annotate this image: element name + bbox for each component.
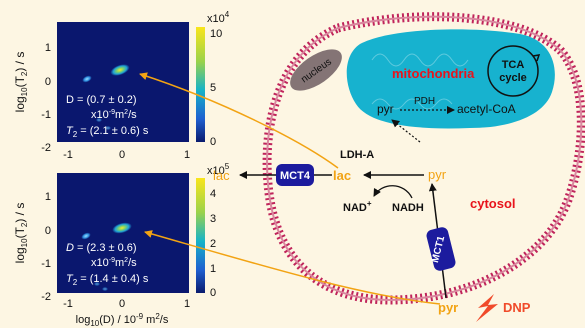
top-plot-annotation-D: D = (0.7 ± 0.2)	[66, 94, 137, 106]
top-plot-peak-faint	[96, 118, 102, 122]
cytosol-label: cytosol	[470, 196, 516, 211]
bottom-plot-xlabel: log10(D) / 10-9 m2/s	[76, 312, 169, 328]
pyr-cytosol-label: pyr	[428, 167, 447, 182]
tca-cycle	[487, 45, 539, 97]
nucleus	[290, 49, 342, 91]
top-plot-annotation-T2: T2 = (2.1 ± 0.6) s	[66, 125, 149, 139]
tca-label: cycle	[499, 72, 527, 84]
mct4-transporter	[276, 164, 314, 186]
top-plot-ylabel: log10(T2) / s	[13, 52, 29, 113]
top-plot-yticks: 1 0 -1 -2	[41, 42, 51, 154]
bottom-plot-annotation-D: D = (2.3 ± 0.6)	[66, 242, 137, 254]
bottom-plot-peak-faint	[102, 287, 108, 291]
bottom-plot: D = (2.3 ± 0.6) x10-9m2/s T2 = (1.4 ± 0.…	[13, 162, 230, 328]
top-colorbar	[196, 27, 205, 142]
bottom-colorbar-ticks: 4 3 2 1 0	[210, 188, 216, 299]
cristae	[371, 53, 469, 110]
top-ytick: -2	[41, 142, 51, 154]
bottom-ytick: 0	[45, 225, 51, 237]
tca-label: TCA	[502, 59, 525, 71]
top-plot: D = (0.7 ± 0.2) x10-9m2/s T2 = (2.1 ± 0.…	[13, 10, 230, 161]
top-colorbar-label: x104	[207, 10, 230, 25]
bottom-plot-area	[57, 173, 189, 293]
top-plot-peak-faint	[105, 126, 111, 130]
bottom-xtick: 1	[184, 298, 190, 310]
bottom-plot-annotation-T2: T2 = (1.4 ± 0.4) s	[66, 273, 149, 287]
pyr-to-mito-arrow	[391, 119, 421, 143]
bottom-plot-peak-main	[112, 222, 132, 234]
ldha-label: LDH-A	[340, 149, 374, 161]
top-xtick: 0	[119, 149, 125, 161]
top-ytick: 1	[45, 42, 51, 54]
cell-membrane	[262, 12, 585, 305]
lac-outer-label: lac	[213, 168, 230, 183]
bottom-ytick: -2	[41, 291, 51, 303]
bottom-cbar-tick: 3	[210, 213, 216, 225]
bottom-plot-peak-faint	[94, 282, 100, 286]
bottom-cbar-tick: 0	[210, 287, 216, 299]
top-ytick: 0	[45, 76, 51, 88]
mitochondrion-body	[346, 29, 555, 129]
bottom-plot-ylabel: log10(T2) / s	[13, 203, 29, 264]
bottom-ytick: 1	[45, 191, 51, 203]
lac-inner-label: lac	[333, 168, 351, 183]
mct4-label: MCT4	[280, 170, 311, 182]
bottom-colorbar	[196, 178, 205, 293]
bottom-cbar-tick: 2	[210, 238, 216, 250]
top-cbar-tick: 10	[210, 28, 222, 40]
connector-lac-to-top-plot	[139, 72, 339, 169]
top-plot-xticks: -1 0 1	[63, 149, 190, 161]
bottom-plot-peak-minor	[81, 232, 91, 240]
membrane-inner	[266, 15, 583, 302]
mct1-transporter	[426, 227, 456, 271]
pyr-mito: pyr	[377, 102, 394, 116]
pdh-label: PDH	[414, 96, 435, 107]
pyr-outside-label: pyr	[438, 300, 458, 315]
connector-pyr-to-bottom-plot	[144, 230, 441, 305]
bottom-plot-annotation: D = (2.3 ± 0.6) x10-9m2/s T2 = (1.4 ± 0.…	[66, 242, 149, 287]
nadh-label: NADH	[392, 202, 424, 214]
top-plot-annotation: D = (0.7 ± 0.2) x10-9m2/s T2 = (2.1 ± 0.…	[66, 94, 149, 139]
top-xtick: 1	[184, 149, 190, 161]
bottom-colorbar-label: x105	[207, 162, 230, 177]
top-colorbar-ticks: 10 5 0	[210, 28, 222, 148]
mitochondrion: mitochondria TCA cycle pyr PDH acetyl-Co…	[346, 29, 555, 143]
dnp-label: DNP	[503, 300, 531, 315]
top-xtick: -1	[63, 149, 73, 161]
top-plot-peak-minor	[82, 75, 92, 83]
top-plot-peak-main	[110, 64, 130, 76]
bottom-plot-yticks: 1 0 -1 -2	[41, 191, 51, 303]
bottom-plot-xticks: -1 0 1	[63, 298, 190, 310]
bottom-ytick: -1	[41, 258, 51, 270]
bottom-plot-annotation-unit: x10-9m2/s	[91, 257, 137, 269]
top-cbar-tick: 5	[210, 82, 216, 94]
nad-label: NAD+	[343, 199, 372, 214]
bottom-cbar-tick: 4	[210, 188, 216, 200]
bottom-xtick: 0	[119, 298, 125, 310]
acetyl-coa-label: acetyl-CoA	[457, 102, 516, 116]
nadh-arc	[373, 185, 413, 199]
top-plot-annotation-unit: x10-9m2/s	[91, 109, 137, 121]
top-ytick: -1	[41, 109, 51, 121]
top-plot-area	[57, 22, 189, 142]
top-cbar-tick: 0	[210, 136, 216, 148]
mitochondria-label: mitochondria	[392, 66, 475, 81]
bottom-cbar-tick: 1	[210, 263, 216, 275]
tca-cycle-arrowhead	[532, 54, 541, 62]
bottom-xtick: -1	[63, 298, 73, 310]
dnp-lightning-icon	[476, 294, 498, 322]
